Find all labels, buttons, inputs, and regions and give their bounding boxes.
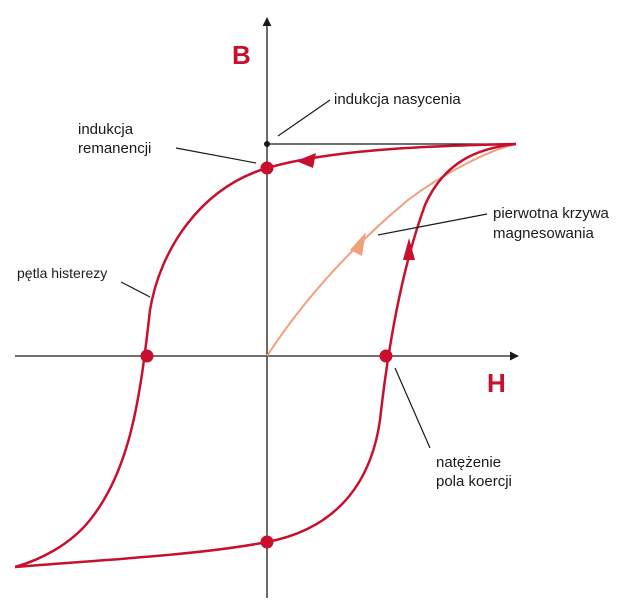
initial-curve-label-line2: magnesowania [493, 225, 595, 242]
loop-upper-arrow-icon [296, 153, 316, 168]
initial-curve-arrow-icon [350, 232, 366, 256]
initial-curve-label-line1: pierwotna krzywa [493, 205, 610, 222]
saturation-leader-line [277, 99, 331, 137]
saturation-point [264, 141, 270, 147]
hysteresis-loop-label: pętla histerezy [17, 265, 107, 281]
saturation-label: indukcja nasycenia [334, 91, 461, 108]
x-axis-label: H [487, 368, 506, 398]
initial-magnetization-curve [266, 143, 517, 357]
coercivity-label-line1: natężenie [436, 454, 501, 471]
coercivity-label-line2: pola koercji [436, 473, 512, 490]
remanence-point-positive [260, 161, 274, 175]
hysteresis-loop-upper-branch [14, 142, 517, 569]
remanence-leader-line [175, 147, 257, 164]
remanence-label-line1: indukcja [78, 121, 134, 138]
coercivity-point-negative [140, 349, 154, 363]
remanence-label-line2: remanencji [78, 140, 151, 157]
hysteresis-loop-lower-branch [14, 142, 517, 569]
initial-curve-leader-line [377, 213, 488, 236]
remanence-point-negative [260, 535, 274, 549]
y-axis-label: B [232, 40, 251, 70]
coercivity-point-positive [379, 349, 393, 363]
loop-right-arrow-icon [403, 238, 415, 260]
hysteresis-leader-line [120, 281, 151, 298]
coercivity-leader-line [394, 367, 431, 449]
